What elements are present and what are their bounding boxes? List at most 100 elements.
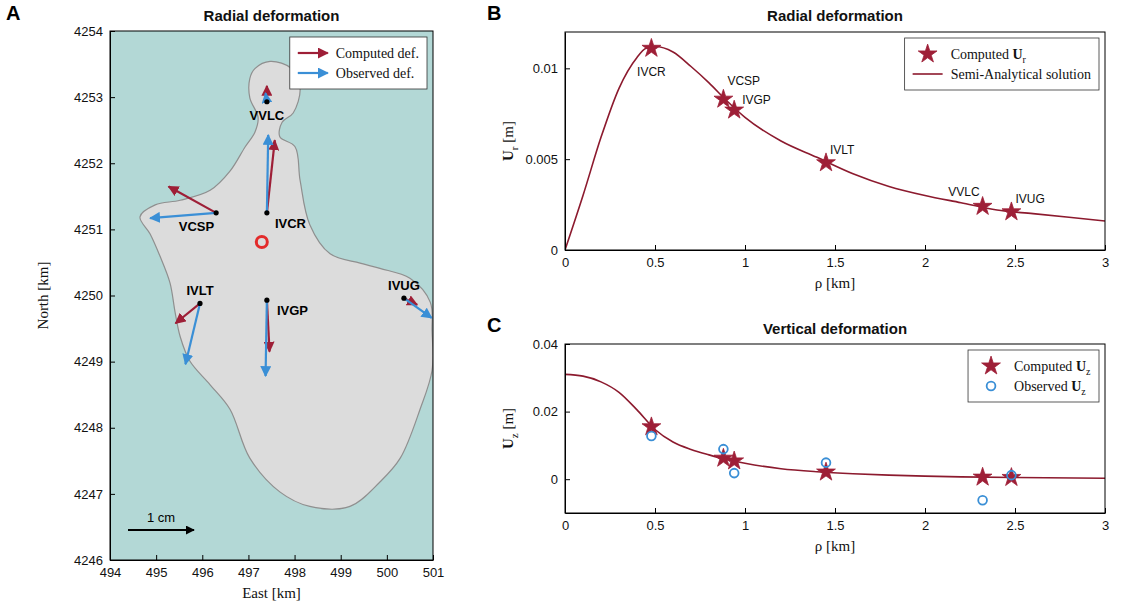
tick-mark — [110, 428, 115, 429]
tick: 4247 — [74, 487, 115, 502]
deformation-arrow — [169, 186, 217, 212]
x-axis-title: East [km] — [242, 585, 301, 601]
tick-label: 4246 — [74, 553, 103, 568]
tick-mark — [110, 494, 115, 495]
tick: 0.005 — [525, 152, 570, 167]
legend-sample — [982, 356, 1001, 374]
legend-box — [905, 38, 1099, 90]
deformation-arrow — [266, 300, 267, 376]
deformation-arrow — [185, 303, 200, 364]
tick-mark — [110, 163, 115, 164]
tick-mark — [565, 159, 570, 160]
sea — [110, 31, 433, 560]
text-part: East [km] — [242, 585, 301, 601]
tick-label: 499 — [330, 565, 352, 580]
tick: 0.02 — [533, 404, 570, 419]
panel-letter: B — [487, 2, 501, 24]
tick-label: 3 — [1102, 255, 1109, 270]
tick-mark — [565, 479, 570, 480]
station — [264, 298, 269, 303]
legend-sample — [987, 382, 996, 391]
tick: 4246 — [74, 553, 115, 568]
legend: Computed def.Observed def. — [290, 37, 427, 89]
legend-sample — [298, 52, 328, 54]
tick-label: 495 — [146, 565, 168, 580]
point — [973, 467, 992, 485]
tick: 4248 — [74, 420, 115, 435]
point-label: VVLC — [948, 185, 980, 199]
tick: 0.5 — [646, 508, 664, 533]
tick-mark — [202, 555, 203, 560]
tick-label: 498 — [284, 565, 306, 580]
point — [719, 445, 728, 454]
point-label: VCSP — [727, 74, 760, 88]
legend: Computed UrSemi-Analytical solution — [905, 38, 1099, 90]
tick-label: 0 — [562, 255, 569, 270]
y-axis: 424642474248424942504251425242534254 — [74, 24, 115, 568]
text-part: U — [500, 150, 516, 161]
tick: 4252 — [74, 156, 115, 171]
tick-mark — [835, 508, 836, 513]
tick: 2.5 — [1006, 245, 1024, 270]
x-axis-title: ρ [km] — [815, 275, 855, 291]
deformation-arrow — [404, 298, 432, 318]
text-part: z — [1081, 386, 1086, 397]
legend-item: Computed Uz — [982, 356, 1091, 377]
tick: 0 — [551, 472, 570, 487]
legend-sample — [298, 72, 328, 74]
y-axis-title: Uz [m] — [500, 408, 520, 449]
text-part: z — [1086, 366, 1091, 377]
tick: 2 — [922, 245, 929, 270]
tick: 498 — [284, 555, 306, 580]
tick-mark — [565, 68, 570, 69]
text-part: U — [1071, 379, 1081, 394]
tick: 1.5 — [826, 508, 844, 533]
point — [725, 451, 744, 469]
legend-label: Computed def. — [336, 46, 419, 61]
tick: 500 — [377, 555, 399, 580]
chart-title: Vertical deformation — [763, 320, 907, 337]
y-axis: 0 0.02 0.04 — [533, 337, 570, 514]
tick-mark — [925, 245, 926, 250]
tick: 2 — [922, 508, 929, 533]
tick-label: 4249 — [74, 354, 103, 369]
tick-label: 1.5 — [826, 255, 844, 270]
tick-label: 4252 — [74, 156, 103, 171]
text-part: Observed — [1014, 379, 1071, 394]
point — [714, 89, 733, 107]
station — [401, 296, 406, 301]
panel-b: IVCRVCSPIVGPIVLTVVLCIVUG00.511.522.5300.… — [487, 2, 1109, 291]
chart-title: Radial deformation — [767, 7, 903, 24]
tick: 0.04 — [533, 337, 570, 352]
source — [256, 236, 267, 247]
text-part: ρ [km] — [815, 538, 855, 554]
text-part: r — [1023, 54, 1027, 65]
panel-letter: A — [6, 2, 20, 24]
tick: 4254 — [74, 24, 115, 39]
tick: 4253 — [74, 90, 115, 105]
tick-label: 501 — [423, 565, 445, 580]
tick-label: 2.5 — [1006, 518, 1024, 533]
scale-label: 1 cm — [147, 510, 175, 525]
curve — [565, 47, 1105, 250]
legend-sample — [918, 44, 937, 62]
tick: 2.5 — [1006, 508, 1024, 533]
tick-label: 1 — [742, 255, 749, 270]
tick-mark — [110, 362, 115, 363]
tick: 496 — [192, 555, 214, 580]
panel-a: 1 cmVVLCIVCRVCSPIVLTIVGPIVUG494495496497… — [6, 2, 444, 601]
tick: 1.5 — [826, 245, 844, 270]
tick: 499 — [330, 555, 352, 580]
legend-item: Computed Ur — [918, 44, 1026, 65]
y-axis-title: Ur [m] — [500, 121, 520, 161]
point — [822, 458, 831, 467]
island — [140, 61, 433, 509]
tick-mark — [1015, 508, 1016, 513]
plot-area — [110, 31, 433, 560]
tick-mark — [565, 412, 570, 413]
legend-label: Computed Ur — [951, 47, 1027, 65]
tick-label: 2 — [922, 518, 929, 533]
tick-label: 1.5 — [826, 518, 844, 533]
tick-label: 4247 — [74, 487, 103, 502]
tick-label: 3 — [1102, 518, 1109, 533]
